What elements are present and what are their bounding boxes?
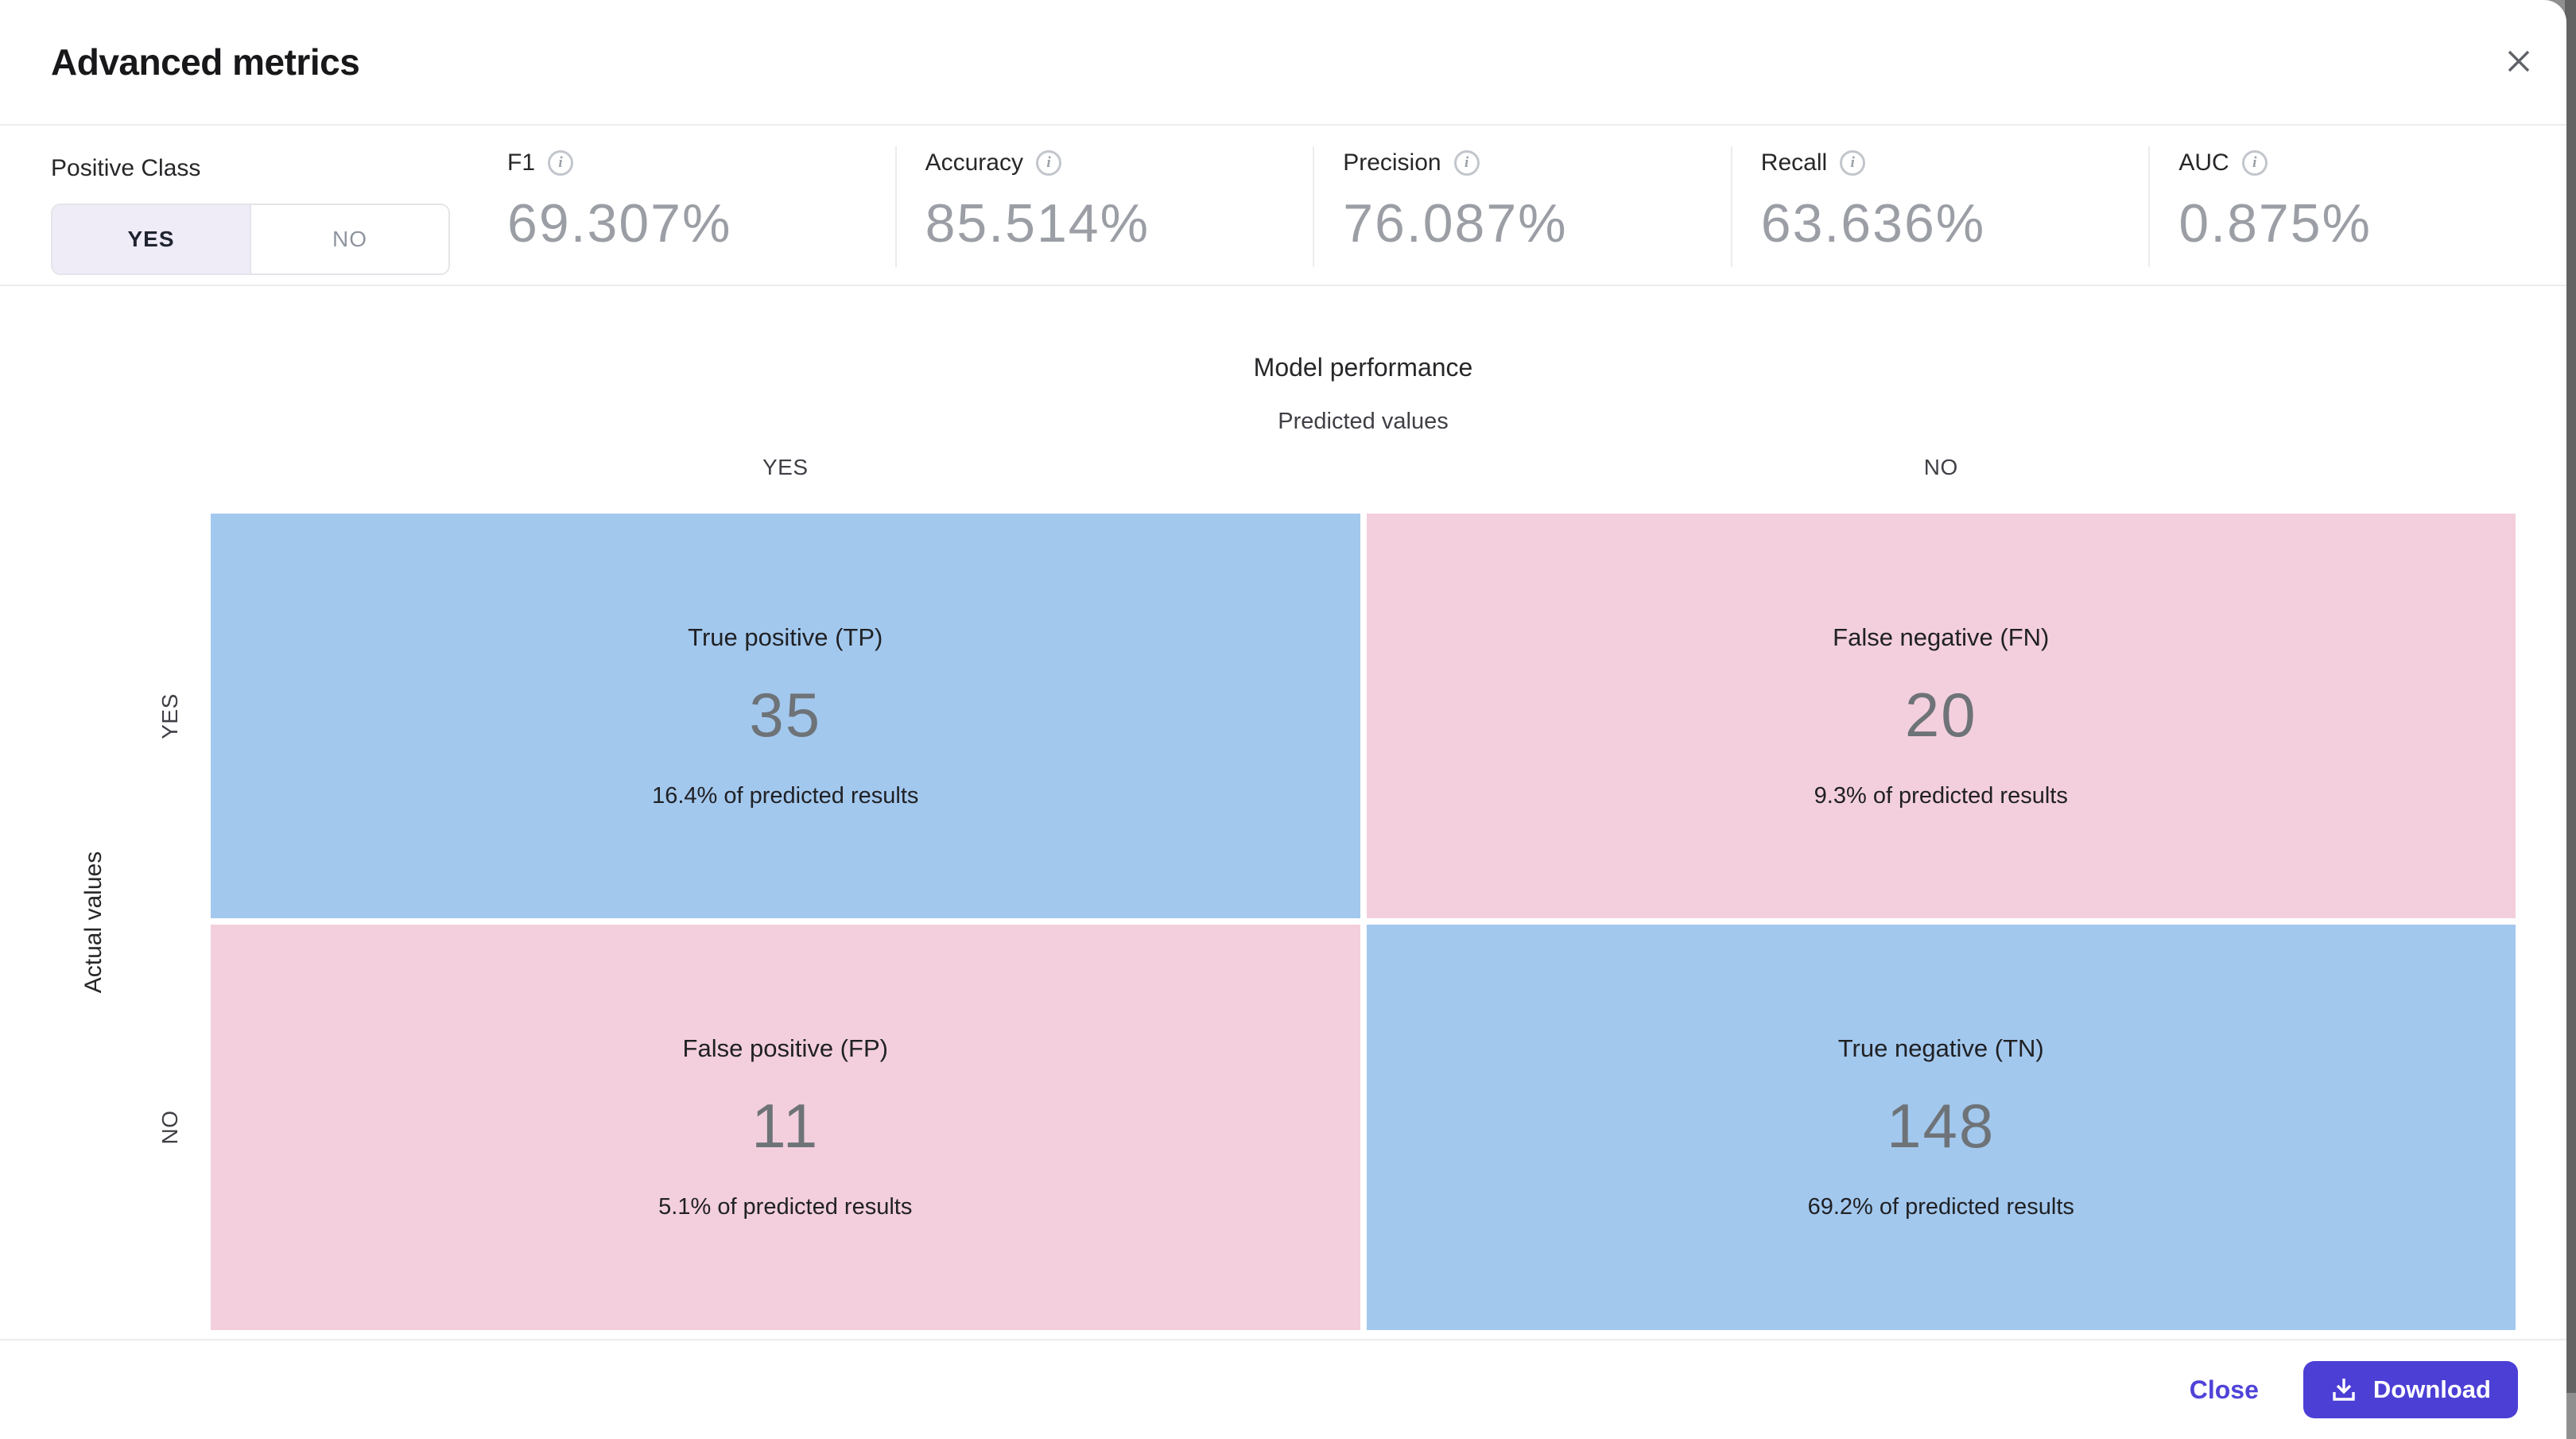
close-link[interactable]: Close — [2185, 1375, 2264, 1406]
metric-auc: AUC i 0.875% — [2148, 126, 2566, 285]
chart-title: Model performance — [1253, 353, 1473, 382]
download-button[interactable]: Download — [2302, 1361, 2518, 1418]
cell-percent: 69.2% of predicted results — [1807, 1194, 2074, 1220]
metric-label: Recall — [1760, 149, 1828, 176]
cell-count: 20 — [1904, 679, 1977, 750]
metric-recall: Recall i 63.636% — [1730, 126, 2149, 285]
metric-label: Precision — [1343, 149, 1441, 176]
metric-accuracy: Accuracy i 85.514% — [894, 126, 1313, 285]
download-icon — [2330, 1376, 2357, 1403]
metric-label: F1 — [507, 149, 536, 176]
metric-label: AUC — [2178, 149, 2229, 176]
cell-percent: 5.1% of predicted results — [658, 1194, 913, 1220]
cell-count: 11 — [751, 1091, 820, 1161]
cell-count: 148 — [1887, 1091, 1996, 1161]
positive-class-section: Positive Class YES NO — [0, 126, 477, 285]
metric-value: 63.636% — [1760, 193, 1986, 254]
metric-value: 85.514% — [925, 193, 1150, 254]
y-axis-title: Actual values — [80, 851, 107, 994]
cell-true-negative: True negative (TN) 148 69.2% of predicte… — [1366, 925, 2516, 1330]
cell-label: True negative (TN) — [1837, 1034, 2044, 1062]
row-header-no: NO — [157, 1110, 182, 1145]
page-title: Advanced metrics — [51, 41, 360, 83]
x-axis-title: Predicted values — [1278, 409, 1449, 434]
cell-false-positive: False positive (FP) 11 5.1% of predicted… — [211, 925, 1360, 1330]
cell-true-positive: True positive (TP) 35 16.4% of predicted… — [211, 514, 1360, 918]
metric-label: Accuracy — [925, 149, 1023, 176]
positive-class-toggle: YES NO — [51, 204, 450, 275]
toggle-option-yes[interactable]: YES — [52, 205, 251, 273]
cell-percent: 16.4% of predicted results — [652, 782, 919, 809]
cell-percent: 9.3% of predicted results — [1814, 782, 2068, 809]
confusion-matrix-section: Model performance Predicted values YES N… — [0, 286, 2566, 1339]
cell-false-negative: False negative (FN) 20 9.3% of predicted… — [1366, 514, 2516, 918]
confusion-matrix-grid: True positive (TP) 35 16.4% of predicted… — [211, 514, 2516, 1330]
close-icon — [2504, 47, 2533, 78]
row-header-yes: YES — [157, 693, 182, 739]
positive-class-label: Positive Class — [51, 155, 201, 181]
col-header-no: NO — [1923, 455, 1958, 479]
metric-precision: Precision i 76.087% — [1313, 126, 1731, 285]
cell-label: True positive (TP) — [688, 623, 883, 651]
cell-label: False positive (FP) — [682, 1034, 888, 1062]
info-icon[interactable]: i — [2241, 150, 2268, 176]
col-header-yes: YES — [762, 455, 809, 479]
info-icon[interactable]: i — [1453, 150, 1480, 176]
metrics-bar: Positive Class YES NO F1 i 69.307% Accur… — [0, 126, 2566, 286]
cell-label: False negative (FN) — [1833, 623, 2050, 651]
column-headers: YES NO — [211, 455, 2516, 480]
scrollbar-thumb[interactable] — [2565, 0, 2576, 1393]
modal-header: Advanced metrics — [0, 0, 2566, 126]
info-icon[interactable]: i — [1840, 150, 1866, 176]
close-button[interactable] — [2500, 43, 2538, 81]
toggle-option-no[interactable]: NO — [251, 205, 448, 273]
metric-value: 0.875% — [2178, 193, 2372, 254]
metric-value: 76.087% — [1343, 193, 1568, 254]
info-icon[interactable]: i — [1035, 150, 1061, 176]
info-icon[interactable]: i — [548, 150, 574, 176]
metric-f1: F1 i 69.307% — [477, 126, 895, 285]
metric-value: 69.307% — [507, 193, 732, 254]
modal-footer: Close Download — [0, 1339, 2566, 1439]
download-label: Download — [2372, 1375, 2491, 1403]
cell-count: 35 — [749, 679, 822, 750]
